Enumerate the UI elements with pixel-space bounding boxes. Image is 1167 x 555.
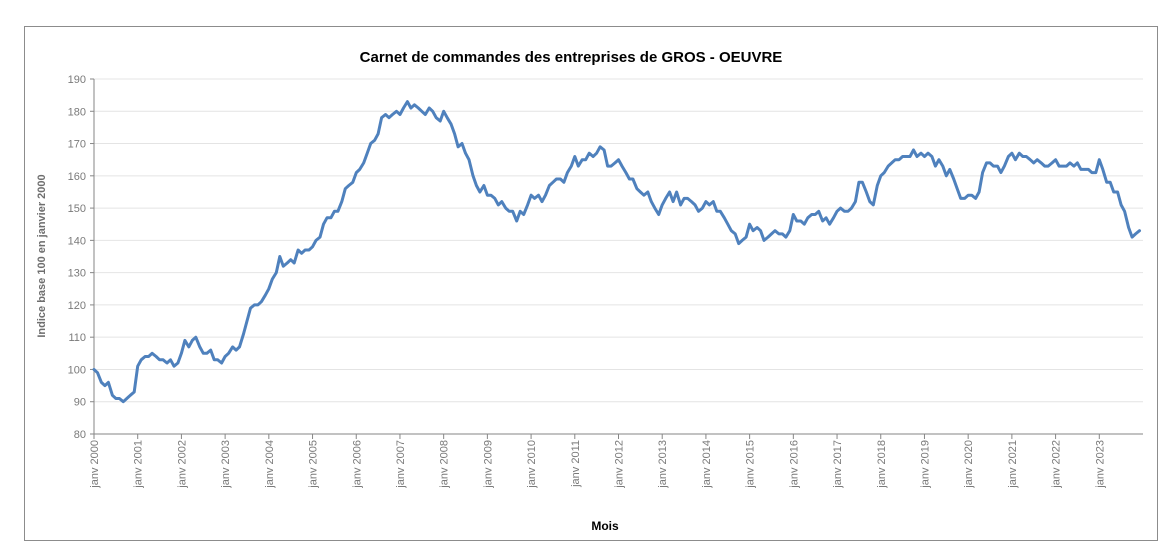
x-tick-label: janv 2005 [308,440,320,489]
x-tick-label: janv 2001 [133,440,145,489]
x-tick-label: janv 2006 [351,440,363,489]
x-tick-label: janv 2020 [963,440,975,489]
y-tick-label: 150 [68,203,86,215]
x-tick-label: janv 2008 [439,440,451,489]
gridlines [94,78,1143,403]
x-axis-title: Mois [591,519,619,533]
x-tick-label: janv 2023 [1094,440,1106,489]
series-line [92,100,1141,404]
chart-frame [24,26,1158,541]
y-tick-label: 190 [68,74,86,86]
x-tick-label: janv 2011 [570,440,582,488]
y-tick-label: 120 [68,300,86,312]
series-layer [92,100,1141,404]
x-tick-label: janv 2010 [526,440,538,489]
x-tick-label: janv 2009 [482,440,494,489]
y-tick-label: 180 [68,106,86,118]
x-tick-label: janv 2021 [1007,440,1019,489]
x-tick-labels: janv 2000 janv 2001 janv 2002 janv 2003 janv… [89,440,1106,489]
x-tick-label: janv 2004 [264,440,276,489]
x-tick-label: janv 2018 [876,440,888,489]
y-tick-labels: 80 90 100 110 120 130 140 150 160 170 180 190 [68,74,86,441]
x-tick-label: janv 2003 [220,440,232,489]
x-tick-label: janv 2007 [395,440,407,489]
x-tick-label: janv 2002 [176,440,188,489]
x-tick-label: janv 2000 [89,440,101,489]
axes [90,78,1143,439]
y-tick-label: 130 [68,268,86,280]
y-tick-label: 100 [68,364,86,376]
x-tick-label: janv 2016 [788,440,800,489]
y-tick-label: 160 [68,171,86,183]
chart-title: Carnet de commandes des entreprises de G… [360,49,783,66]
x-tick-label: janv 2019 [919,440,931,489]
x-tick-label: janv 2012 [614,440,626,489]
x-tick-label: janv 2017 [832,440,844,489]
x-tick-label: janv 2014 [701,440,713,489]
y-tick-label: 170 [68,139,86,151]
y-tick-label: 90 [74,397,86,409]
x-tick-label: janv 2013 [657,440,669,489]
x-tick-label: janv 2015 [745,440,757,489]
y-axis-title: Indice base 100 en janvier 2000 [36,174,48,337]
x-tick-label: janv 2022 [1051,440,1063,489]
y-tick-label: 80 [74,429,86,441]
y-tick-label: 110 [68,332,86,344]
y-tick-label: 140 [68,235,86,247]
